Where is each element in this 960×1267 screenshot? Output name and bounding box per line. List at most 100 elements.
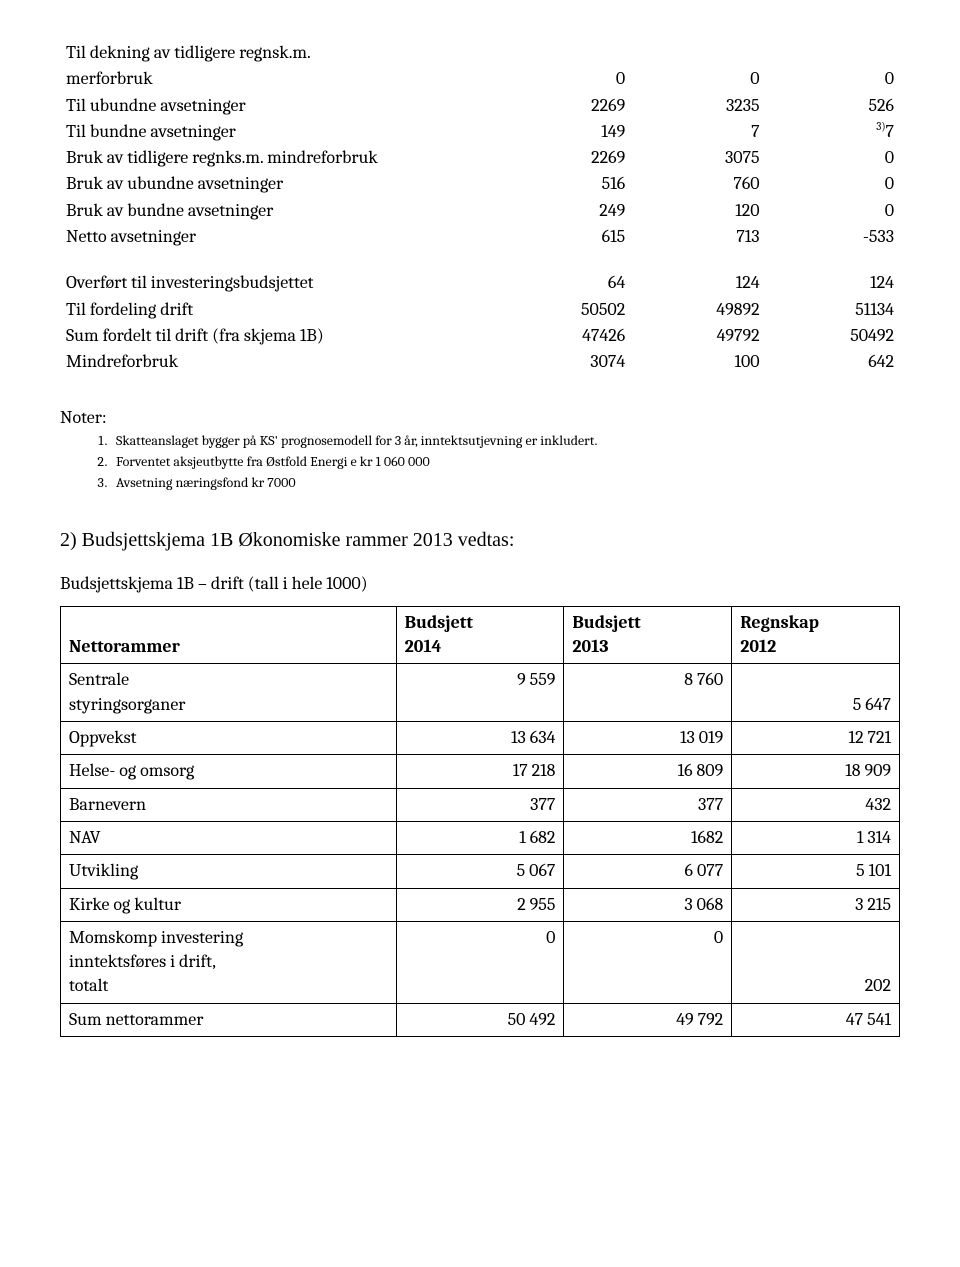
row-label: Mindreforbruk [60,349,497,375]
header-cell: Budsjett2014 [396,606,564,664]
row-label: Bruk av tidligere regnks.m. mindreforbru… [60,145,497,171]
cell: 120 [631,198,765,224]
table-row: Netto avsetninger 615 713 -533 [60,224,900,250]
cell: 2 955 [396,888,564,921]
cell: 3074 [497,349,631,375]
table-row: Bruk av tidligere regnks.m. mindreforbru… [60,145,900,171]
cell: -533 [766,224,900,250]
cell: 760 [631,171,765,197]
table-row: Sum fordelt til drift (fra skjema 1B) 47… [60,323,900,349]
cell: 9 559 [396,664,564,722]
row-label: Sentralestyringsorganer [61,664,397,722]
cell: 0 [631,66,765,92]
row-label: NAV [61,821,397,854]
cell: 0 [766,145,900,171]
row-label: Til dekning av tidligere regnsk.m. [60,40,497,66]
note-item: Skatteanslaget bygger på KS' prognosemod… [110,432,900,451]
cell: 377 [564,788,732,821]
table-row: Momskomp investeringinntektsføres i drif… [61,921,900,1003]
table-row: Bruk av ubundne avsetninger 516 760 0 [60,171,900,197]
table-row: Til fordeling drift 50502 49892 51134 [60,297,900,323]
cell: 12 721 [732,722,900,755]
cell: 2269 [497,145,631,171]
table-row: Mindreforbruk 3074 100 642 [60,349,900,375]
table-row: Utvikling 5 067 6 077 5 101 [61,855,900,888]
cell: 18 909 [732,755,900,788]
notes-heading: Noter: [60,406,900,430]
cell: 64 [497,270,631,296]
cell: 16 809 [564,755,732,788]
row-label: Bruk av bundne avsetninger [60,198,497,224]
note-item: Forventet aksjeutbytte fra Østfold Energ… [110,453,900,472]
table-row: Overført til investeringsbudsjettet 64 1… [60,270,900,296]
cell: 516 [497,171,631,197]
cell: 49892 [631,297,765,323]
row-label: Sum fordelt til drift (fra skjema 1B) [60,323,497,349]
section-2-title: 2) Budsjettskjema 1B Økonomiske rammer 2… [60,527,900,554]
cell: 100 [631,349,765,375]
row-label: Bruk av ubundne avsetninger [60,171,497,197]
cell: 1682 [564,821,732,854]
row-label: Overført til investeringsbudsjettet [60,270,497,296]
cell: 3 068 [564,888,732,921]
cell: 202 [732,921,900,1003]
cell: 13 634 [396,722,564,755]
cell: 2269 [497,93,631,119]
cell: 0 [766,198,900,224]
note-item: Avsetning næringsfond kr 7000 [110,474,900,493]
header-cell: Budsjett2013 [564,606,732,664]
row-label: Til bundne avsetninger [60,119,497,145]
cell: 8 760 [564,664,732,722]
row-label: Til ubundne avsetninger [60,93,497,119]
cell: 526 [766,93,900,119]
row-label: Barnevern [61,788,397,821]
row-label: Oppvekst [61,722,397,755]
row-label: Netto avsetninger [60,224,497,250]
table-row: Sentralestyringsorganer 9 559 8 760 5 64… [61,664,900,722]
cell: 0 [396,921,564,1003]
header-cell: Nettorammer [61,606,397,664]
table-row: NAV 1 682 1682 1 314 [61,821,900,854]
row-label: Momskomp investeringinntektsføres i drif… [61,921,397,1003]
table-row: Til ubundne avsetninger 2269 3235 526 [60,93,900,119]
cell: 0 [564,921,732,1003]
cell-value: 7 [886,121,894,142]
cell: 3235 [631,93,765,119]
cell: 51134 [766,297,900,323]
row-label: Helse- og omsorg [61,755,397,788]
section-2-subheading: Budsjettskjema 1B – drift (tall i hele 1… [60,572,900,596]
cell: 7 [631,119,765,145]
cell: 49792 [631,323,765,349]
table-row: merforbruk 0 0 0 [60,66,900,92]
cell: 124 [631,270,765,296]
cell: 0 [766,171,900,197]
cell: 6 077 [564,855,732,888]
table-header-row: Nettorammer Budsjett2014 Budsjett2013 Re… [61,606,900,664]
table-row: Til dekning av tidligere regnsk.m. [60,40,900,66]
cell: 47426 [497,323,631,349]
table-row: Helse- og omsorg 17 218 16 809 18 909 [61,755,900,788]
cell: 47 541 [732,1003,900,1036]
cell: 0 [497,66,631,92]
cell: 1 682 [396,821,564,854]
cell: 49 792 [564,1003,732,1036]
cell: 3 215 [732,888,900,921]
cell: 432 [732,788,900,821]
cell: 713 [631,224,765,250]
table-row: Kirke og kultur 2 955 3 068 3 215 [61,888,900,921]
footnote-sup: 3) [876,120,885,133]
row-label: Til fordeling drift [60,297,497,323]
table-row: Bruk av bundne avsetninger 249 120 0 [60,198,900,224]
cell: 642 [766,349,900,375]
table-row: Oppvekst 13 634 13 019 12 721 [61,722,900,755]
cell: 377 [396,788,564,821]
table-row: Til bundne avsetninger 149 7 3)7 [60,119,900,145]
row-label: merforbruk [60,66,497,92]
cell: 149 [497,119,631,145]
cell: 615 [497,224,631,250]
cell: 50502 [497,297,631,323]
cell: 5 067 [396,855,564,888]
notes-list: Skatteanslaget bygger på KS' prognosemod… [60,432,900,493]
cell: 0 [766,66,900,92]
cell: 5 101 [732,855,900,888]
